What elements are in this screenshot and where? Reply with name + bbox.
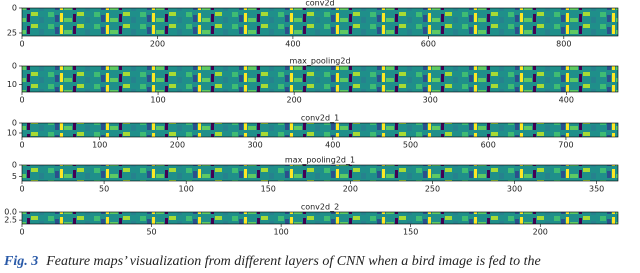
- caption-text: Feature maps’ visualization from differe…: [45, 254, 541, 269]
- caption: Fig. 3 Feature maps’ visualization from d…: [3, 254, 541, 269]
- y-tick-label: 0: [12, 4, 17, 13]
- feature-map: [21, 211, 619, 225]
- panel-title: conv2d_1: [301, 114, 339, 123]
- x-tick-label: 100: [150, 96, 165, 105]
- x-tick-label: 250: [425, 185, 440, 194]
- y-tick-label: 10: [7, 80, 17, 89]
- x-tick-label: 200: [170, 141, 185, 150]
- x-tick-label: 300: [247, 141, 262, 150]
- y-tick-label: 10: [7, 129, 17, 138]
- x-tick-label: 0: [19, 141, 24, 150]
- x-tick-label: 0: [19, 185, 24, 194]
- x-tick-label: 50: [146, 228, 156, 237]
- x-tick-label: 0: [19, 228, 24, 237]
- x-tick-label: 150: [403, 228, 418, 237]
- x-tick-label: 600: [421, 40, 436, 49]
- x-tick-label: 600: [481, 141, 496, 150]
- x-tick-label: 350: [589, 185, 604, 194]
- x-tick-label: 200: [343, 185, 358, 194]
- x-tick-label: 100: [179, 185, 194, 194]
- x-tick-label: 400: [559, 96, 574, 105]
- x-tick-label: 500: [403, 141, 418, 150]
- x-tick-label: 200: [533, 228, 548, 237]
- x-tick-label: 0: [19, 96, 24, 105]
- y-tick-label: 5: [12, 172, 17, 181]
- x-tick-label: 400: [285, 40, 300, 49]
- x-tick-label: 200: [287, 96, 302, 105]
- x-tick-label: 400: [325, 141, 340, 150]
- panel-title: conv2d_2: [301, 203, 339, 212]
- x-tick-label: 700: [558, 141, 573, 150]
- x-tick-label: 150: [261, 185, 276, 194]
- x-tick-label: 200: [150, 40, 165, 49]
- feature-map: [21, 164, 619, 182]
- x-tick-label: 300: [507, 185, 522, 194]
- panel-title: max_pooling2d_1: [285, 156, 355, 165]
- x-tick-label: 50: [99, 185, 109, 194]
- x-tick-label: 100: [273, 228, 288, 237]
- x-tick-label: 800: [556, 40, 571, 49]
- x-tick-label: 100: [92, 141, 107, 150]
- y-tick-label: 2.5: [4, 216, 17, 225]
- feature-map: [21, 65, 619, 93]
- caption-label: Fig. 3: [3, 254, 38, 269]
- feature-map: [21, 122, 619, 138]
- y-tick-label: 0: [12, 161, 17, 170]
- y-tick-label: 0: [12, 62, 17, 71]
- y-tick-label: 0: [12, 119, 17, 128]
- y-tick-label: 25: [7, 29, 17, 38]
- panel-title: max_pooling2d: [289, 57, 350, 66]
- panel-title: conv2d: [305, 0, 334, 8]
- x-tick-label: 0: [19, 40, 24, 49]
- y-tick-label: 0.0: [4, 208, 17, 217]
- x-tick-label: 300: [423, 96, 438, 105]
- feature-map: [21, 7, 619, 37]
